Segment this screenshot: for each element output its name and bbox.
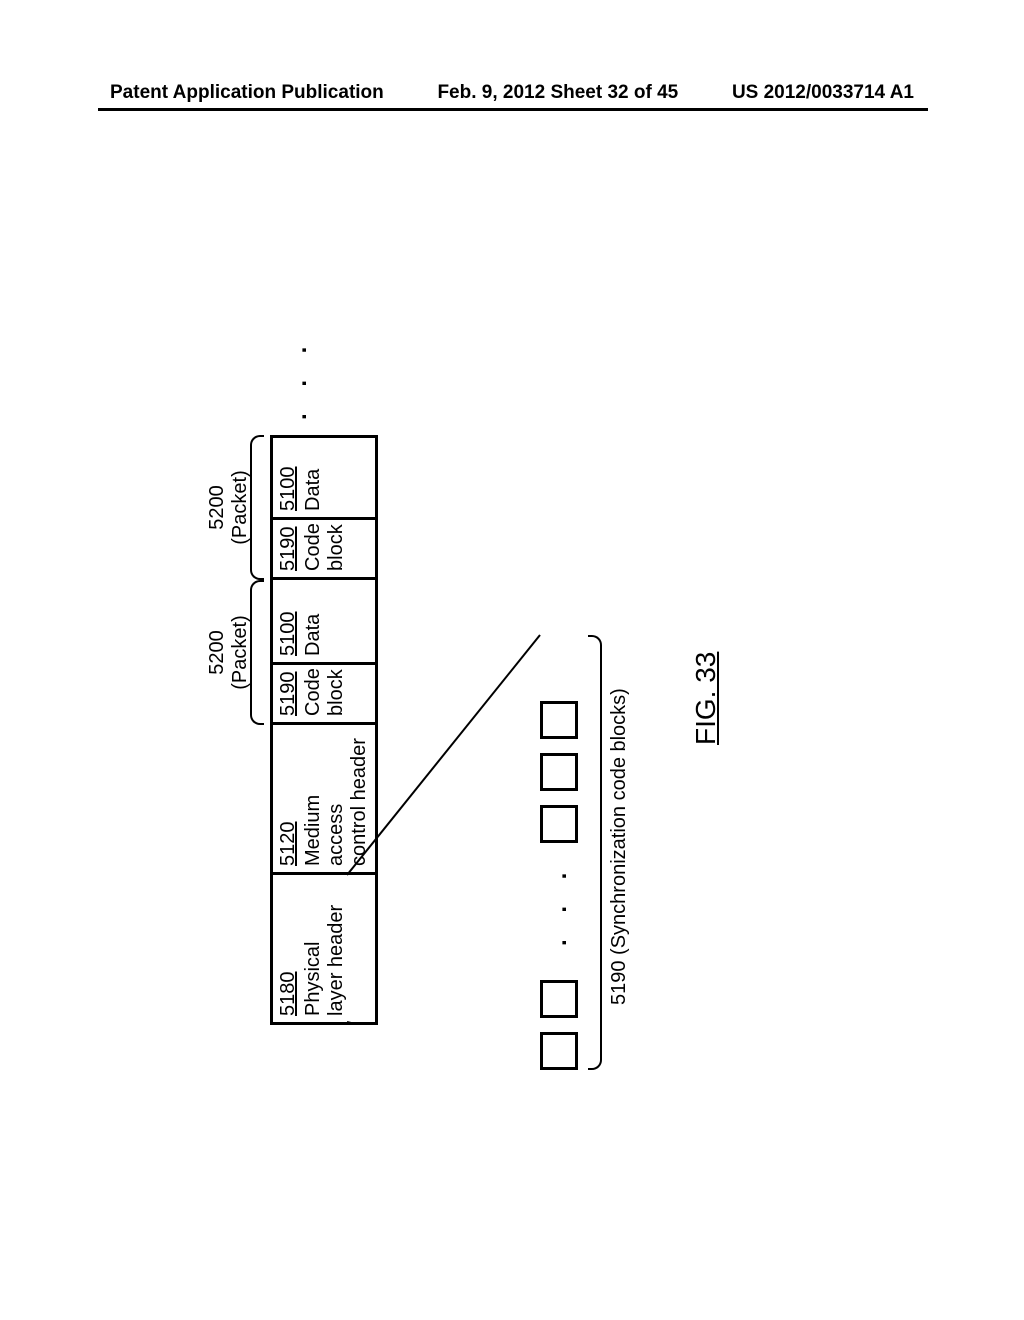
frame-cell-1: 5120Medium access control header: [270, 725, 378, 875]
header-left: Patent Application Publication: [110, 82, 384, 104]
sync-block-right-2: [540, 701, 578, 739]
packet-bracket-1: [250, 580, 264, 725]
sync-block-left-0: [540, 1032, 578, 1070]
frame-cell-0: 5180Physical layer header: [270, 875, 378, 1025]
frame-cell-label-4: Code block: [302, 523, 347, 571]
frame-cell-ref-2: 5190: [277, 671, 300, 716]
sync-block-right-0: [540, 805, 578, 843]
diagram-rotated-container: 5200 (Packet) 5200 (Packet) 5180Physical…: [210, 285, 810, 1025]
frame-cell-label-3: Data: [302, 614, 324, 656]
frame-cell-2: 5190Code block: [270, 665, 378, 725]
frame-cell-ref-4: 5190: [277, 526, 300, 571]
frame-cell-ref-5: 5100: [277, 444, 300, 511]
frame-cell-label-1: Medium access control header: [302, 738, 370, 866]
sync-block-left-1: [540, 980, 578, 1018]
header-center: Feb. 9, 2012 Sheet 32 of 45: [437, 82, 678, 104]
frame-cell-label-0: Physical layer header: [302, 905, 347, 1016]
sync-label: 5190 (Synchronization code blocks): [608, 688, 631, 1005]
frame-cell-ref-0: 5180: [277, 881, 300, 1016]
frame-cell-label-2: Code block: [302, 668, 347, 716]
continuation-dots: . . .: [285, 337, 313, 420]
frame-cell-5: 5100Data: [270, 435, 378, 520]
header-right: US 2012/0033714 A1: [732, 82, 914, 104]
sync-bracket: [588, 635, 602, 1070]
header-rule: [98, 108, 928, 111]
figure-caption-text: FIG. 33: [690, 652, 721, 745]
sync-blocks-row: . . .: [540, 687, 578, 1070]
page-header: Patent Application Publication Feb. 9, 2…: [0, 82, 1024, 104]
packet-label-1: 5200 (Packet): [206, 580, 252, 725]
frame-cell-label-5: Data: [302, 469, 324, 511]
frame-cell-ref-1: 5120: [277, 731, 300, 866]
diagram-area: 5200 (Packet) 5200 (Packet) 5180Physical…: [60, 155, 960, 1255]
packet-ref-1: 5200: [206, 630, 228, 675]
frame-cell-3: 5100Data: [270, 580, 378, 665]
packet-label-2: 5200 (Packet): [206, 435, 252, 580]
frame-cell-4: 5190Code block: [270, 520, 378, 580]
packet-ref-2: 5200: [206, 485, 228, 530]
sync-block-right-1: [540, 753, 578, 791]
frame-cell-ref-3: 5100: [277, 586, 300, 656]
packet-bracket-2: [250, 435, 264, 580]
packet-sub-2: (Packet): [229, 470, 251, 544]
figure-caption: FIG. 33: [690, 652, 722, 745]
packet-sub-1: (Packet): [229, 615, 251, 689]
sync-ellipsis: . . .: [545, 863, 573, 946]
